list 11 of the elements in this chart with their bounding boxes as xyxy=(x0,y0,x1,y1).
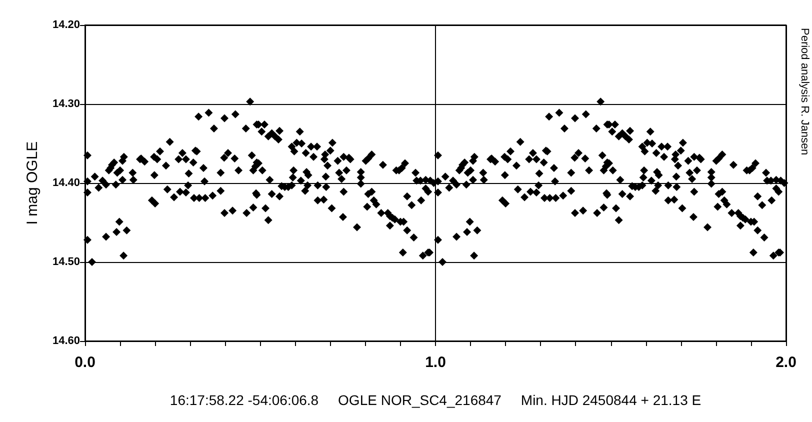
y-tick-label: 14.20 xyxy=(52,19,80,31)
y-tick-label: 14.30 xyxy=(52,98,80,110)
x-tick-label: 2.0 xyxy=(776,354,796,371)
x-tick-label: 1.0 xyxy=(425,354,446,371)
y-axis-title: I mag OGLE xyxy=(24,141,41,225)
y-tick-label: 14.40 xyxy=(52,177,80,189)
y-tick-label: 14.50 xyxy=(52,256,80,268)
x-axis-title: 16:17:58.22 -54:06:06.8 OGLE NOR_SC4_216847 Min. HJD 2450844 + 21.13 E xyxy=(170,392,702,408)
y-tick-label: 14.60 xyxy=(52,335,80,347)
x-tick-label: 0.0 xyxy=(74,354,96,371)
text: Period analysis R. Jansen xyxy=(798,28,810,156)
